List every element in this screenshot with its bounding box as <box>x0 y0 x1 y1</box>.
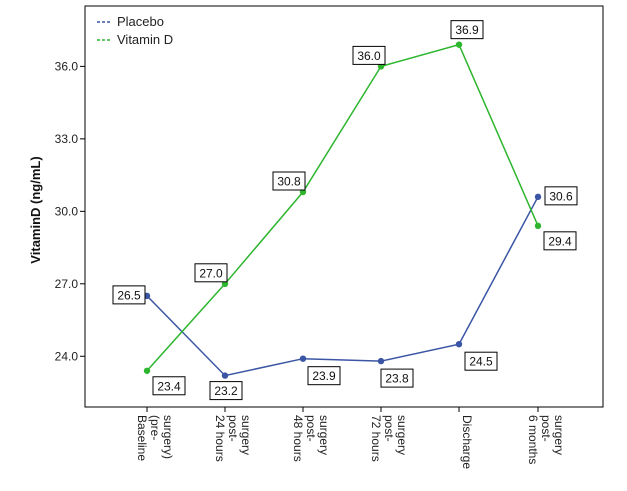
y-tick-label: 30.0 <box>55 204 79 218</box>
y-tick-label: 27.0 <box>55 277 79 291</box>
data-label-text: 36.0 <box>357 49 381 63</box>
data-label: 29.4 <box>543 231 577 251</box>
x-tick-label-group: Discharge <box>460 415 474 469</box>
data-label-box <box>272 171 306 191</box>
data-point <box>534 193 542 201</box>
x-tick-label: surgery <box>317 415 331 455</box>
series-line-placebo <box>146 196 539 377</box>
data-label-text: 29.4 <box>548 234 572 248</box>
data-label-box <box>307 366 341 386</box>
data-label-text: 27.0 <box>199 266 223 280</box>
data-label-box <box>209 381 243 401</box>
x-tick-label: 48 hours <box>291 415 305 462</box>
data-label: 23.8 <box>380 368 414 388</box>
data-point <box>455 340 463 348</box>
x-tick-label-group: 24 hours post-surgery <box>213 415 253 462</box>
data-label: 30.6 <box>544 186 578 206</box>
data-label-box <box>194 263 228 283</box>
data-point <box>377 357 385 365</box>
data-labels-layer: 26.5 23.2 23.9 23.8 24.5 30.6 23.4 27.0 30.8 36.0… <box>112 20 578 401</box>
data-label-box <box>152 376 186 396</box>
x-tick-label: surgery) <box>161 415 175 459</box>
x-tick-label: surgery <box>239 415 253 455</box>
data-label: 36.9 <box>450 20 484 40</box>
x-tick-label: (pre- <box>148 415 162 440</box>
x-tick-label-group: 72 hours post-surgery <box>369 415 409 462</box>
data-label: 23.9 <box>307 366 341 386</box>
x-tick-label: post- <box>382 415 396 442</box>
data-label: 30.8 <box>272 171 306 191</box>
x-tick-label: post- <box>304 415 318 442</box>
data-point <box>455 41 463 48</box>
y-tick-label: 24.0 <box>55 349 79 363</box>
x-tick-label: post- <box>226 415 240 442</box>
data-label-box <box>464 351 498 371</box>
x-tick-label: 24 hours <box>213 415 227 462</box>
series-line-vitamin-d <box>146 43 539 372</box>
x-axis: Baseline (pre-surgery) 24 hours post-surger… <box>135 407 566 469</box>
x-tick-label: 6 months <box>526 415 540 464</box>
x-tick-label-group: 6 months post-surgery <box>526 415 566 464</box>
x-tick-label: surgery <box>395 415 409 455</box>
data-label-text: 30.6 <box>549 189 573 203</box>
legend: Placebo Vitamin D <box>97 14 173 47</box>
data-label: 27.0 <box>194 263 228 283</box>
data-point <box>221 372 229 379</box>
data-label: 24.5 <box>464 351 498 371</box>
data-label-box <box>543 231 577 251</box>
x-tick-label: Baseline <box>135 415 149 461</box>
data-label-text: 23.8 <box>385 372 409 386</box>
data-label-box <box>450 20 484 40</box>
x-tick-label-group: Baseline (pre-surgery) <box>135 415 175 461</box>
data-label: 36.0 <box>352 45 386 65</box>
x-tick-label-group: 48 hours post-surgery <box>291 415 331 462</box>
data-point <box>143 367 151 374</box>
data-label-box <box>112 285 146 305</box>
data-label-box <box>544 186 578 206</box>
data-label-text: 26.5 <box>117 288 141 302</box>
x-tick-label: Discharge <box>460 415 474 469</box>
data-label-box <box>352 45 386 65</box>
legend-label: Placebo <box>117 14 164 29</box>
data-point <box>299 355 307 362</box>
data-label: 23.2 <box>209 381 243 401</box>
x-tick-label: 72 hours <box>369 415 383 462</box>
data-label: 23.4 <box>152 376 186 396</box>
data-point <box>534 222 542 230</box>
data-label-text: 36.9 <box>455 23 479 37</box>
y-axis: 24.0 27.0 30.0 33.0 36.0 <box>55 59 85 363</box>
legend-label: Vitamin D <box>117 32 173 47</box>
data-label-text: 23.4 <box>157 379 181 393</box>
x-tick-label: post- <box>539 415 553 442</box>
data-label-box <box>380 368 414 388</box>
y-tick-label: 33.0 <box>55 132 79 146</box>
x-tick-label: surgery <box>552 415 566 455</box>
y-tick-label: 36.0 <box>55 59 79 73</box>
data-label-text: 23.2 <box>214 384 238 398</box>
data-label: 26.5 <box>112 285 146 305</box>
data-label-text: 23.9 <box>312 369 336 383</box>
y-axis-title: VitaminD (ng/mL) <box>28 156 43 263</box>
data-label-text: 30.8 <box>277 175 301 189</box>
data-label-text: 24.5 <box>469 355 493 369</box>
plot-frame <box>84 5 604 408</box>
